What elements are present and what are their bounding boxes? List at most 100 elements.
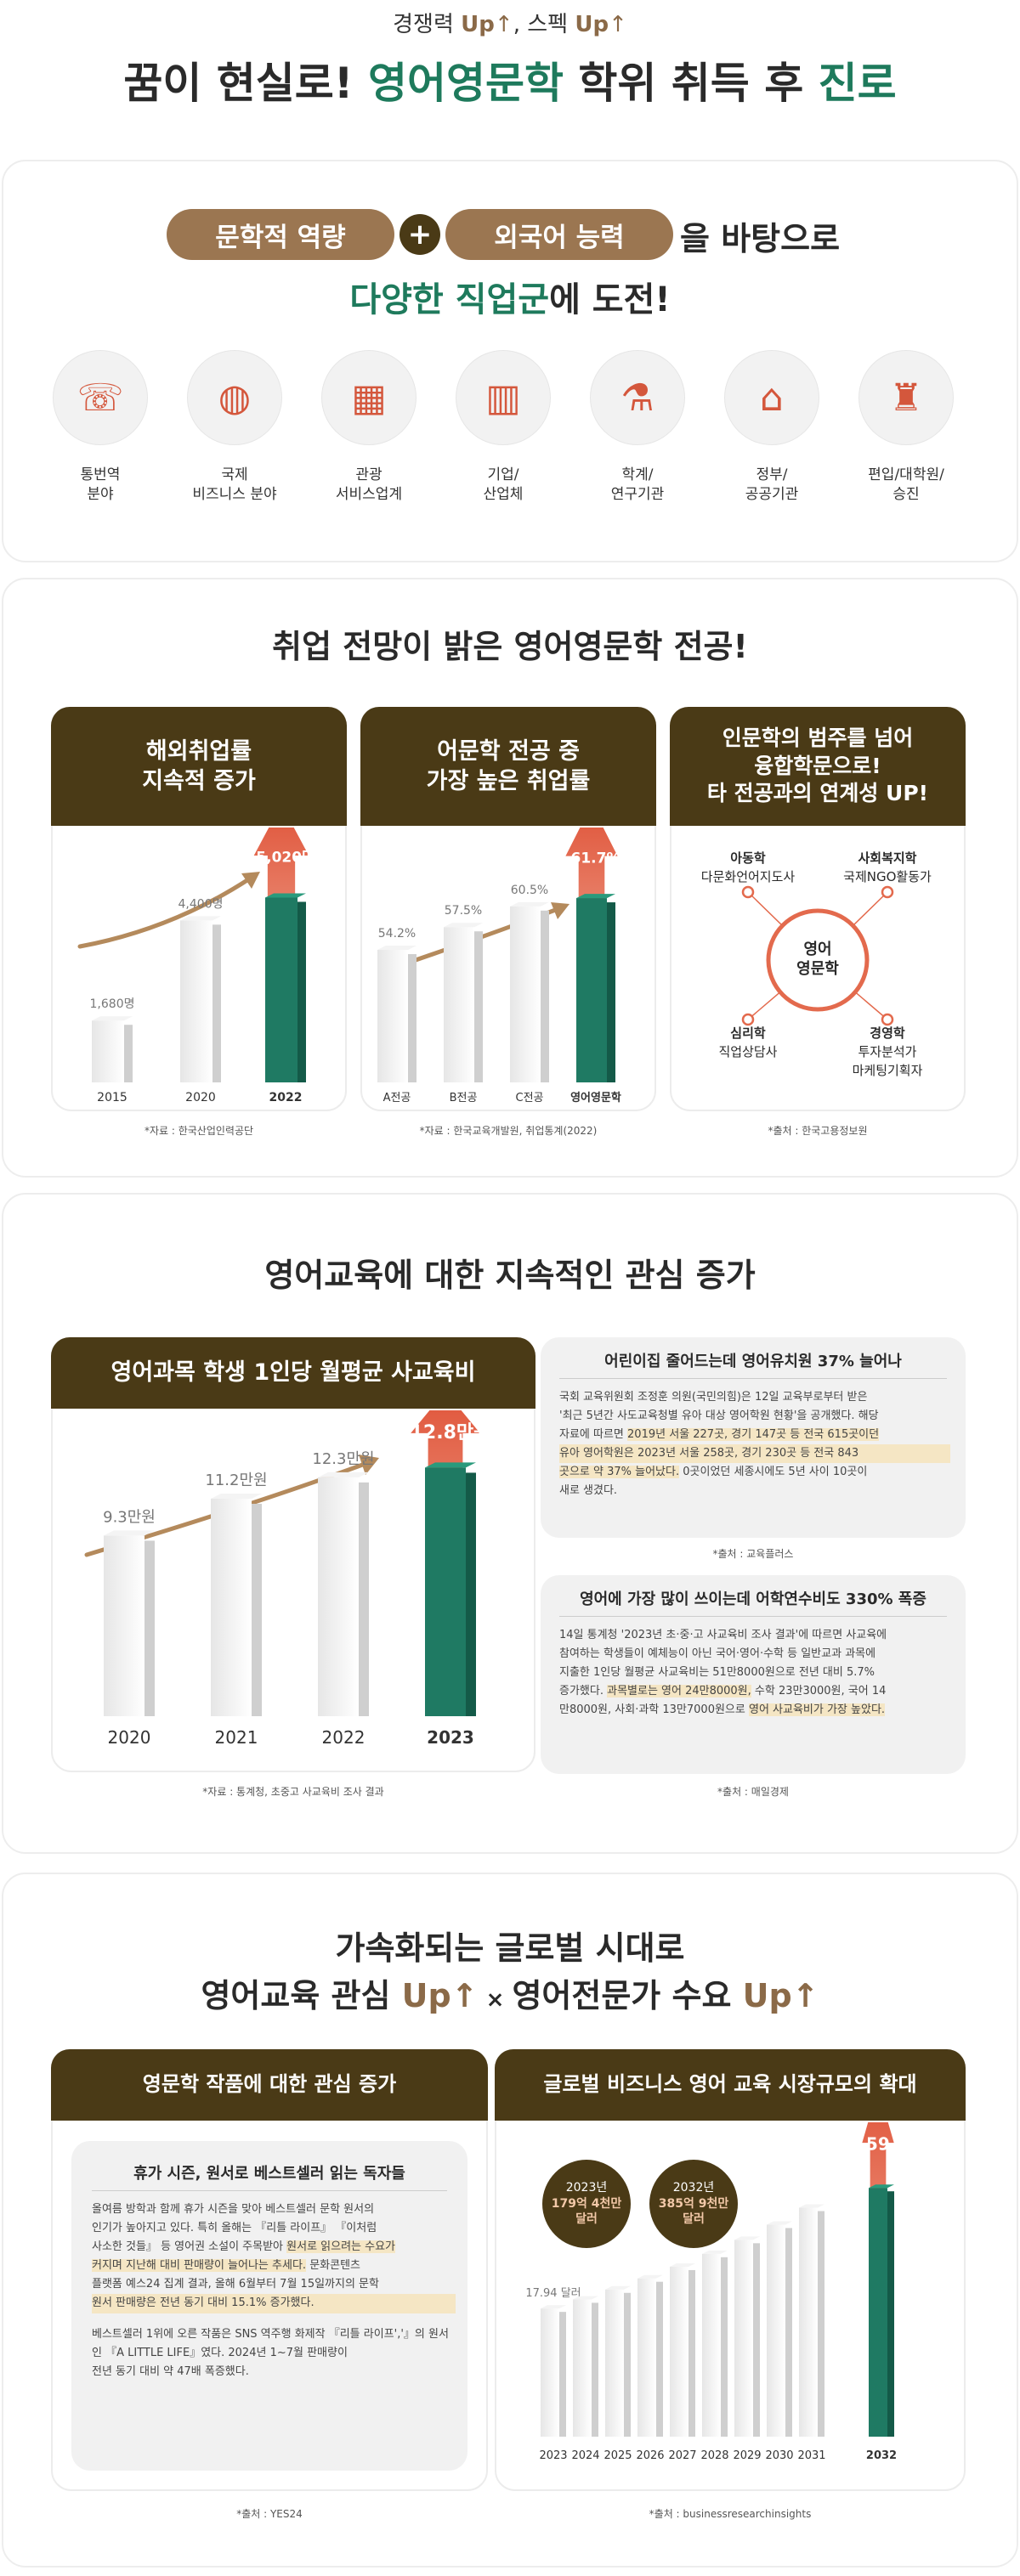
hotel-icon: ▦: [321, 350, 416, 445]
bar-top: [734, 2236, 760, 2240]
category-label: 2015: [97, 1091, 128, 1104]
bar: [799, 2207, 818, 2437]
node-welfare: 사회복지학 국제NGO활동가: [843, 850, 932, 884]
data-label: 9.3만원: [103, 1508, 156, 1526]
source-note: *출처 : YES24: [236, 2508, 303, 2520]
market-chart: 17.94 달러 2023 2024 2025 2026 2027 2028 2029 2030…: [525, 2122, 927, 2462]
bar-side: [559, 2312, 566, 2437]
center-node: 영어 영문학: [796, 941, 839, 979]
category-label: 2028: [700, 2449, 728, 2462]
bar-side: [359, 1482, 369, 1716]
career-label: 관광 서비스업계: [335, 466, 403, 503]
bar: [869, 2188, 887, 2437]
bar-top: [211, 1494, 262, 1499]
data-label: 61.7%: [571, 850, 621, 867]
data-label: 1,680명: [90, 997, 135, 1011]
bar: [104, 1535, 144, 1716]
category-label: B전공: [450, 1092, 478, 1104]
data-label: 5,020명: [256, 850, 314, 867]
category-label: 2023: [539, 2449, 567, 2462]
pill-suffix: 을 바탕으로: [680, 220, 841, 257]
bar-side: [656, 2281, 663, 2437]
bar-top: [702, 2250, 728, 2254]
bar: [670, 2266, 688, 2437]
section3-title: 영어교육에 대한 지속적인 관심 증가: [264, 1257, 756, 1294]
data-label: 60.5%: [511, 884, 548, 897]
source-note: *출처 : 교육플러스: [712, 1548, 794, 1560]
page-title: 꿈이 현실로! 영어영문학 학위 취득 후 진로: [123, 59, 897, 108]
bar-side: [887, 2191, 894, 2437]
trend-arrowhead: [359, 1455, 379, 1475]
data-label: 57.5%: [445, 904, 482, 918]
bar-top: [180, 916, 221, 921]
convergence-header: 인문학의 범주를 넘어 융합학문으로! 타 전공과의 연계성 UP!: [670, 707, 966, 826]
data-label: 4,400명: [178, 897, 224, 911]
tuition-chart: 9.3만원 2020 11.2만원 2021 12.3만원 2022 12.8만원 2023: [84, 1410, 490, 1748]
news-title: 휴가 시즌, 원서로 베스트셀러 읽는 독자들: [133, 2165, 405, 2183]
bar: [576, 898, 607, 1082]
source-note: *출처 : 한국고용정보원: [768, 1125, 868, 1137]
news-title: 어린이집 줄어드는데 영어유치원 37% 늘어나: [604, 1353, 902, 1370]
career-label: 기업/산업체: [483, 466, 524, 503]
bar-top: [444, 923, 483, 928]
news-body: 14일 통계청 '2023년 초·중·고 사교육비 조사 결과'에 따르면 사교…: [559, 1629, 887, 1717]
major-rate-chart: 54.2% A전공 57.5% B전공 60.5% C전공 61.7% 영어영문학: [377, 828, 621, 1104]
bar-top: [670, 2262, 695, 2267]
market-header: 글로벌 비즈니스 영어 교육 시장규모의 확대: [495, 2049, 966, 2121]
overseas-rate-chart: 1,680명 2015 4,400명 2020 5,020명 2022: [77, 828, 315, 1104]
category-label: 2020: [185, 1091, 216, 1104]
literary-skill-pill: 문학적 역량: [167, 209, 394, 260]
data-label: 12.3만원: [312, 1450, 374, 1468]
bar: [541, 2308, 559, 2437]
career-label: 학계/연구기관: [610, 466, 665, 503]
category-label: 2022: [322, 1727, 366, 1748]
career-headline: 다양한 직업군에 도전!: [349, 280, 671, 319]
divider: [559, 1378, 947, 1379]
bar: [734, 2240, 753, 2437]
source-note: *자료 : 한국교육개발원, 취업통계(2022): [419, 1125, 598, 1137]
bar-top: [799, 2204, 824, 2208]
trend-arrow: [77, 876, 252, 949]
bar: [638, 2278, 656, 2437]
bar-top: [541, 2305, 566, 2309]
data-label: 38.59 달러: [836, 2133, 926, 2154]
bar-side: [624, 2292, 631, 2437]
category-label: C전공: [516, 1092, 544, 1104]
government-icon: ⌂: [724, 350, 819, 445]
bar-side: [298, 901, 306, 1082]
news-card-study-abroad: [541, 1575, 966, 1774]
category-label: 2027: [668, 2449, 696, 2462]
kicker: 경쟁력 Up↑, 스펙 Up↑: [393, 12, 627, 37]
data-label: 54.2%: [378, 927, 416, 941]
source-note: *자료 : 한국산업인력공단: [144, 1125, 254, 1137]
bar-top: [425, 1462, 476, 1468]
data-label: 17.94 달러: [525, 2287, 581, 2300]
bar: [377, 950, 408, 1082]
news-title: 영어에 가장 많이 쓰이는데 어학연수비도 330% 폭증: [580, 1590, 926, 1608]
bar-side: [144, 1540, 155, 1716]
bar-side: [466, 1472, 476, 1716]
bar-top: [869, 2184, 894, 2189]
bar-side: [252, 1504, 262, 1716]
category-label: 2031: [797, 2449, 825, 2462]
bar-side: [541, 910, 549, 1082]
career-label: 통번역 분야: [80, 466, 121, 503]
interpreter-icon: ☏: [53, 350, 148, 445]
divider: [92, 2190, 447, 2191]
category-label: A전공: [383, 1092, 411, 1104]
source-note: *출처 : businessresearchinsights: [649, 2508, 812, 2520]
career-label: 정부/공공기관: [745, 466, 799, 503]
bar-side: [124, 1025, 133, 1082]
category-label: 2023: [427, 1727, 474, 1748]
category-label: 2020: [108, 1727, 151, 1748]
bar-top: [104, 1530, 155, 1536]
category-label: 2032: [866, 2449, 897, 2462]
section2-title: 취업 전망이 밝은 영어영문학 전공!: [272, 628, 748, 665]
flask-icon: ⚗: [590, 350, 685, 445]
data-label: 11.2만원: [205, 1472, 267, 1489]
bar: [605, 2289, 624, 2437]
divider: [559, 1616, 947, 1617]
badge-2023: 2023년 179억 4천만 달러: [542, 2160, 631, 2248]
bar-top: [573, 2296, 598, 2300]
bar-side: [607, 902, 615, 1082]
